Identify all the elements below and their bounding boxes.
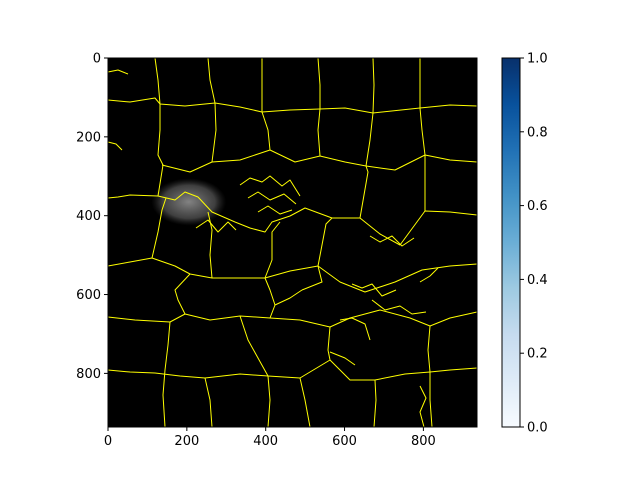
contour-line — [373, 379, 377, 428]
contour-line — [151, 197, 167, 259]
contour-fragment — [195, 219, 237, 233]
contour-line — [207, 57, 217, 163]
x-tick-label: 0 — [104, 434, 112, 449]
colorbar-tick-label: 0.2 — [527, 347, 548, 362]
contour-line — [317, 57, 321, 157]
contour-line — [204, 377, 213, 428]
y-tick-label: 400 — [76, 209, 101, 224]
contour-fragment — [239, 175, 301, 197]
contour-fragment — [339, 317, 371, 341]
contour-line — [327, 326, 331, 361]
heatmap-image — [108, 58, 477, 427]
contour-line — [107, 257, 478, 293]
x-tick-label: 400 — [253, 434, 278, 449]
y-tick-label: 600 — [76, 288, 101, 303]
x-tick-label: 200 — [174, 434, 199, 449]
y-tick-label: 0 — [93, 52, 101, 67]
x-tick-label: 800 — [411, 434, 436, 449]
contour-fragment — [107, 141, 123, 151]
colorbar-tick-label: 0.0 — [527, 421, 548, 436]
cell-boundary-contours — [107, 57, 478, 428]
contour-line — [207, 211, 213, 279]
contour-line — [174, 273, 191, 315]
y-axis: 0 200 400 600 800 — [76, 52, 108, 382]
colorbar-tick-label: 0.6 — [527, 199, 548, 214]
contour-fragment — [369, 235, 415, 247]
contour-line — [299, 377, 311, 428]
contour-fragment — [107, 69, 129, 75]
contour-fragment — [247, 191, 297, 205]
contour-line — [365, 57, 375, 167]
x-axis: 0 200 400 600 800 — [104, 427, 436, 449]
contour-line — [107, 191, 478, 246]
contour-line — [261, 58, 271, 151]
colorbar — [501, 57, 521, 428]
contour-line — [264, 221, 281, 279]
contour-line — [301, 265, 323, 291]
colorbar-axis: 0.0 0.2 0.4 0.6 0.8 1.0 — [520, 52, 548, 436]
colorbar-tick-label: 0.8 — [527, 125, 548, 140]
contour-line — [162, 321, 171, 428]
contour-fragment — [329, 351, 356, 366]
contour-line — [239, 315, 271, 428]
colorbar-tick-label: 1.0 — [527, 52, 548, 67]
contour-line — [264, 277, 276, 306]
colorbar-tick-label: 0.4 — [527, 273, 548, 288]
contour-fragment — [419, 267, 439, 283]
contour-line — [269, 289, 303, 319]
y-tick-label: 200 — [76, 130, 101, 145]
x-tick-label: 600 — [332, 434, 357, 449]
contour-fragment — [257, 205, 293, 215]
contour-line — [419, 58, 426, 211]
contour-fragment — [371, 299, 427, 315]
contour-line — [107, 309, 478, 328]
contour-fragment — [419, 385, 427, 428]
y-tick-label: 800 — [76, 367, 101, 382]
contour-line — [427, 325, 433, 428]
contour-line — [359, 165, 369, 219]
plot-frame — [107, 57, 478, 428]
highlight-region — [151, 178, 227, 226]
contour-line — [317, 217, 333, 267]
highlight-blob — [151, 178, 227, 226]
contour-fragment — [351, 283, 397, 297]
contour-line — [161, 149, 478, 173]
